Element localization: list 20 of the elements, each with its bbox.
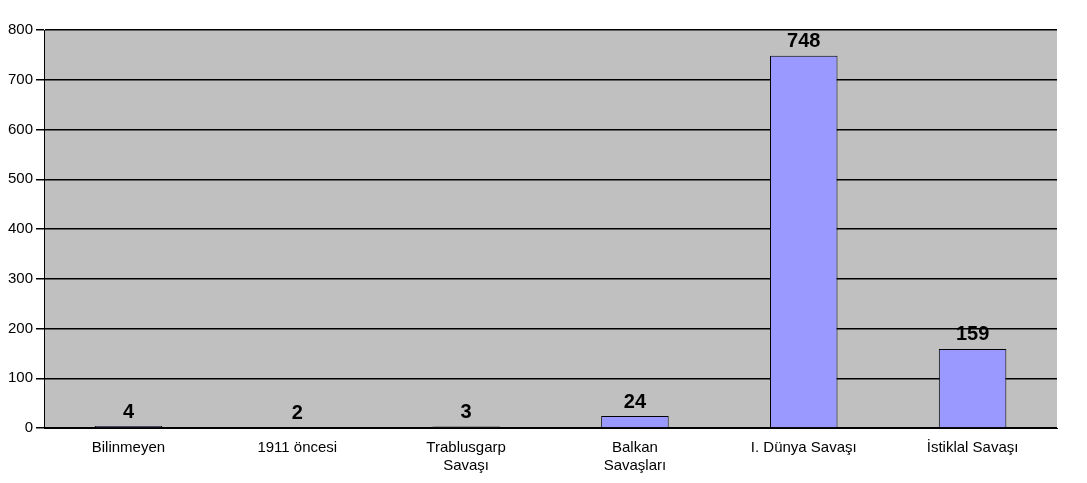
y-tick-label: 0 xyxy=(24,418,34,436)
y-tick-label: 600 xyxy=(8,119,34,137)
y-tick-label: 500 xyxy=(8,169,34,187)
data-label: 2 xyxy=(291,400,303,423)
x-tick-label: I. Dünya Savaşı xyxy=(750,438,857,456)
x-tick-label: İstiklal Savaşı xyxy=(926,438,1019,456)
x-tick-label: 1911 öncesi xyxy=(257,438,338,456)
y-tick-label: 400 xyxy=(8,219,34,237)
y-tick-label: 800 xyxy=(8,20,34,38)
y-tick-label: 300 xyxy=(8,268,34,286)
x-tick-label: Balkan Savaşları xyxy=(603,438,667,474)
data-label: 3 xyxy=(460,400,472,423)
x-tick-label: Trablusgarp Savaşı xyxy=(426,438,506,474)
x-tick-label: Bilinmeyen xyxy=(91,438,166,456)
y-tick-label: 200 xyxy=(8,318,34,336)
data-label: 4 xyxy=(122,399,135,422)
y-tick-label: 700 xyxy=(8,69,34,87)
y-tick-label: 100 xyxy=(8,368,34,386)
data-label: 24 xyxy=(623,389,647,412)
data-label: 748 xyxy=(787,29,821,52)
